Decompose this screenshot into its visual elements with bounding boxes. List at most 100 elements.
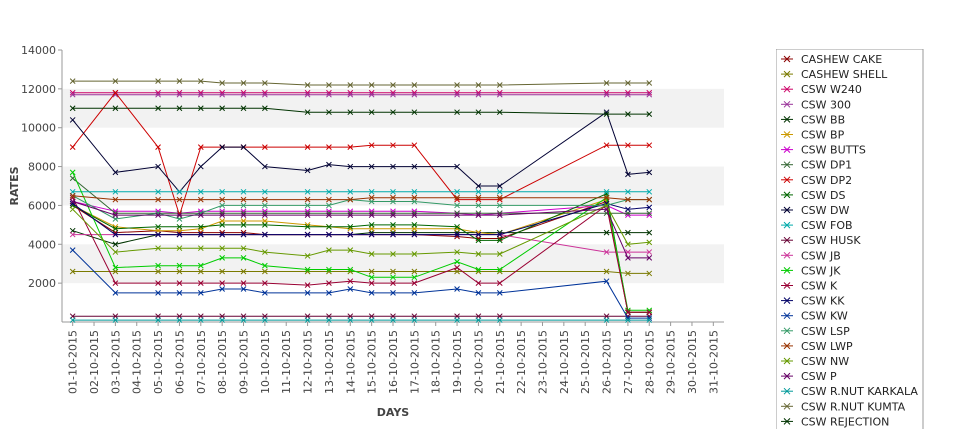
data-point	[262, 196, 268, 203]
data-point	[240, 144, 247, 150]
data-point	[176, 223, 183, 230]
data-point	[411, 222, 418, 228]
x-axis-title: DAYS	[377, 406, 410, 419]
data-point	[390, 142, 396, 149]
data-point	[112, 225, 119, 232]
data-point	[411, 194, 418, 201]
series-line	[72, 201, 650, 259]
data-point	[347, 82, 354, 88]
data-point	[646, 210, 653, 217]
legend-item: CSW R.NUT KARKALA	[781, 385, 918, 398]
legend-swatch-marker	[783, 372, 791, 380]
data-point	[390, 163, 396, 170]
data-point	[603, 111, 610, 117]
series	[69, 194, 653, 316]
legend-label: CSW K	[801, 280, 838, 293]
data-point	[304, 317, 311, 323]
legend-label: CSW JK	[801, 264, 841, 277]
data-point	[176, 212, 183, 218]
legend-label: CSW BUTTS	[801, 144, 866, 157]
x-tick-label: 23-10-2015	[536, 330, 549, 394]
data-point	[390, 290, 396, 296]
legend-swatch-marker	[783, 116, 791, 123]
legend-swatch-marker	[783, 55, 791, 63]
data-point	[475, 212, 482, 218]
legend-swatch-marker	[783, 70, 791, 78]
data-point	[411, 290, 418, 296]
data-point	[347, 247, 354, 253]
data-point	[240, 317, 247, 323]
legend-label: CSW HUSK	[801, 234, 861, 247]
data-point	[155, 262, 161, 269]
data-point	[390, 274, 396, 281]
series-line	[72, 195, 650, 220]
data-point	[240, 222, 247, 228]
data-point	[390, 91, 396, 98]
data-point	[496, 237, 503, 244]
series	[69, 188, 653, 195]
data-point	[112, 169, 119, 176]
y-tick-label: 12000	[21, 83, 56, 96]
legend-item: CASHEW SHELL	[781, 68, 888, 81]
data-point	[240, 212, 247, 218]
data-point	[390, 82, 396, 88]
data-point	[390, 194, 396, 201]
data-point	[326, 231, 332, 238]
data-point	[347, 91, 354, 98]
legend-label: CSW DP2	[801, 174, 852, 187]
data-point	[454, 188, 460, 195]
data-point	[262, 163, 268, 170]
data-point	[304, 144, 311, 150]
data-point	[219, 196, 226, 203]
data-point	[646, 196, 653, 203]
data-point	[304, 266, 311, 273]
data-point	[155, 245, 161, 252]
x-tick-label: 20-10-2015	[472, 330, 485, 394]
y-ticks: 2000 4000 6000 8000 10000 12000 14000	[21, 44, 62, 290]
data-point	[347, 196, 354, 203]
data-point	[176, 245, 183, 252]
legend-swatch-marker	[783, 176, 791, 184]
legend-swatch-marker	[783, 85, 791, 93]
data-point	[603, 278, 610, 285]
legend-label: CSW W240	[801, 83, 862, 96]
legend-box	[776, 49, 924, 429]
data-point	[603, 80, 610, 86]
x-tick-label: 09-10-2015	[238, 330, 251, 394]
data-point	[496, 109, 503, 116]
data-point	[625, 206, 631, 213]
x-tick-label: 14-10-2015	[344, 330, 357, 394]
data-point	[176, 78, 183, 84]
data-point	[155, 163, 161, 170]
series	[69, 78, 653, 88]
data-point	[176, 290, 183, 296]
series	[69, 89, 653, 218]
series	[69, 313, 653, 320]
data-point	[475, 280, 482, 286]
data-point	[304, 91, 311, 98]
data-point	[368, 109, 375, 116]
data-point	[197, 317, 204, 323]
legend-label: CASHEW CAKE	[801, 53, 882, 66]
data-point	[197, 212, 204, 218]
data-point	[454, 258, 460, 265]
legend-label: CSW DS	[801, 189, 846, 202]
data-point	[262, 231, 268, 238]
data-point	[304, 282, 311, 288]
data-point	[496, 317, 503, 323]
legend-item: CSW KK	[781, 295, 845, 308]
data-point	[69, 144, 76, 150]
legend-item: CSW DP1	[781, 159, 852, 172]
legend-item: CSW R.NUT KUMTA	[781, 400, 906, 413]
legend-item: CSW DS	[781, 189, 846, 202]
data-point	[411, 142, 418, 149]
data-point	[625, 196, 631, 203]
data-point	[646, 91, 653, 98]
legend-swatch-marker	[783, 402, 791, 410]
data-point	[496, 251, 503, 257]
series-line	[72, 204, 650, 257]
legend-item: CSW JB	[781, 249, 841, 262]
data-point	[496, 188, 503, 195]
data-point	[155, 317, 161, 323]
data-point	[176, 196, 183, 203]
